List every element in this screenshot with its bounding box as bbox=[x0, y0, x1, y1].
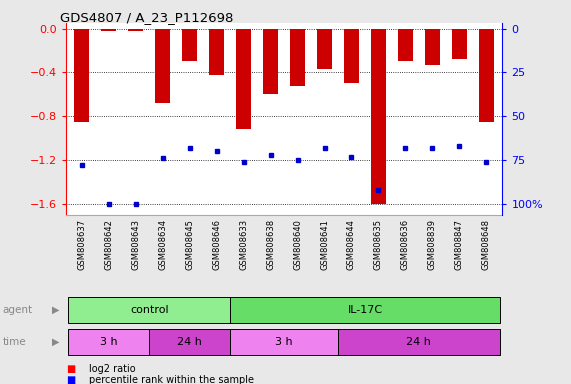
Bar bbox=[74, 28, 89, 122]
Text: GSM808642: GSM808642 bbox=[104, 219, 113, 270]
Text: GSM808636: GSM808636 bbox=[401, 219, 410, 270]
Text: GSM808633: GSM808633 bbox=[239, 219, 248, 270]
Bar bbox=[344, 28, 359, 83]
Bar bbox=[128, 28, 143, 31]
Text: control: control bbox=[130, 305, 168, 315]
Bar bbox=[230, 297, 500, 323]
Text: GSM808641: GSM808641 bbox=[320, 219, 329, 270]
Text: 24 h: 24 h bbox=[407, 337, 431, 347]
Bar bbox=[155, 28, 170, 103]
Text: ■: ■ bbox=[66, 364, 75, 374]
Text: GSM808638: GSM808638 bbox=[266, 219, 275, 270]
Text: GSM808644: GSM808644 bbox=[347, 219, 356, 270]
Bar bbox=[317, 28, 332, 69]
Bar bbox=[479, 28, 494, 122]
Text: time: time bbox=[3, 337, 26, 347]
Bar bbox=[69, 329, 149, 355]
Bar bbox=[69, 297, 230, 323]
Bar bbox=[230, 329, 338, 355]
Text: GDS4807 / A_23_P112698: GDS4807 / A_23_P112698 bbox=[60, 12, 234, 25]
Text: GSM808637: GSM808637 bbox=[77, 219, 86, 270]
Bar bbox=[452, 28, 467, 59]
Text: GSM808640: GSM808640 bbox=[293, 219, 302, 270]
Text: GSM808847: GSM808847 bbox=[455, 219, 464, 270]
Bar bbox=[149, 329, 230, 355]
Bar bbox=[102, 28, 116, 31]
Text: 3 h: 3 h bbox=[275, 337, 293, 347]
Bar bbox=[182, 28, 197, 61]
Text: GSM808634: GSM808634 bbox=[158, 219, 167, 270]
Bar bbox=[263, 28, 278, 94]
Text: ▶: ▶ bbox=[53, 305, 60, 315]
Bar bbox=[236, 28, 251, 129]
Bar bbox=[338, 329, 500, 355]
Text: GSM808646: GSM808646 bbox=[212, 219, 221, 270]
Text: GSM808648: GSM808648 bbox=[482, 219, 491, 270]
Text: log2 ratio: log2 ratio bbox=[89, 364, 135, 374]
Bar bbox=[398, 28, 413, 61]
Text: GSM808839: GSM808839 bbox=[428, 219, 437, 270]
Text: GSM808645: GSM808645 bbox=[185, 219, 194, 270]
Text: GSM808635: GSM808635 bbox=[374, 219, 383, 270]
Text: GSM808643: GSM808643 bbox=[131, 219, 140, 270]
Text: 3 h: 3 h bbox=[100, 337, 118, 347]
Text: agent: agent bbox=[3, 305, 33, 315]
Bar bbox=[290, 28, 305, 86]
Text: ■: ■ bbox=[66, 375, 75, 384]
Bar bbox=[209, 28, 224, 74]
Bar bbox=[371, 28, 386, 204]
Text: 24 h: 24 h bbox=[177, 337, 202, 347]
Text: percentile rank within the sample: percentile rank within the sample bbox=[89, 375, 254, 384]
Bar bbox=[425, 28, 440, 65]
Text: IL-17C: IL-17C bbox=[347, 305, 383, 315]
Text: ▶: ▶ bbox=[53, 337, 60, 347]
